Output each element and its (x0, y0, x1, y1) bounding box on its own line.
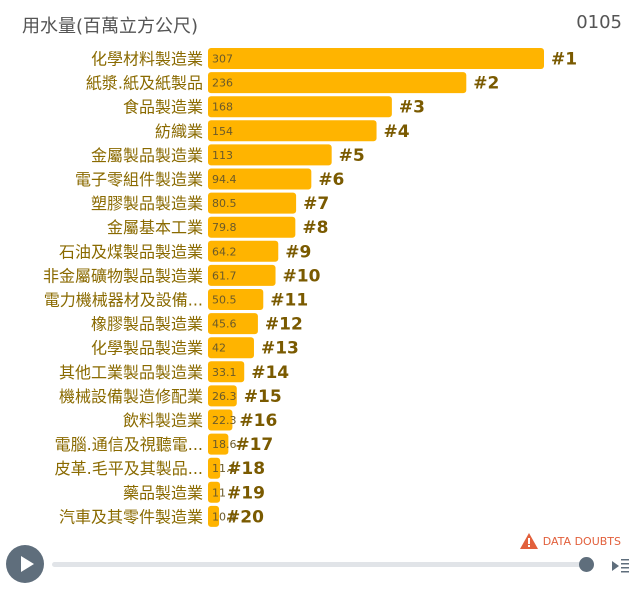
next-step-icon[interactable] (610, 555, 630, 577)
value-label: 307 (212, 53, 233, 66)
data-doubts-label: DATA DOUBTS (542, 534, 621, 548)
value-label: 80.5 (212, 197, 237, 210)
warning-icon (519, 533, 538, 549)
rank-label: #10 (283, 266, 321, 286)
category-label: 橡膠製品製造業 (91, 315, 203, 334)
value-label: 11.1 (212, 462, 237, 475)
bar (208, 313, 258, 335)
bar (208, 240, 279, 262)
bar (208, 289, 264, 310)
category-label: 紡織業 (155, 122, 203, 141)
rank-label: #6 (318, 170, 344, 190)
rank-label: #9 (285, 242, 311, 262)
bar (208, 433, 229, 455)
rank-label: #1 (551, 50, 577, 70)
value-label: 33.1 (212, 366, 237, 379)
bar (208, 361, 245, 383)
bar (208, 48, 544, 69)
value-label: 26.3 (212, 390, 237, 403)
category-label: 化學製品製造業 (91, 339, 203, 358)
value-label: 64.2 (212, 245, 237, 258)
category-label: 飲料製造業 (123, 411, 203, 430)
rank-label: #15 (244, 387, 282, 407)
value-label: 113 (212, 149, 233, 162)
value-label: 154 (212, 125, 233, 138)
category-label: 紙漿.紙及紙製品 (86, 74, 203, 93)
category-label: 化學材料製造業 (91, 50, 203, 69)
rank-label: #8 (302, 218, 328, 238)
category-label: 藥品製造業 (123, 483, 203, 502)
category-label: 電子零組件製造業 (75, 170, 203, 189)
rank-label: #2 (473, 74, 499, 94)
bar (208, 264, 276, 286)
value-label: 94.4 (212, 173, 237, 186)
value-label: 10.1 (212, 510, 237, 523)
category-label: 其他工業製品製造業 (59, 363, 203, 382)
category-label: 汽車及其零件製造業 (59, 507, 203, 526)
bar (208, 192, 297, 214)
value-label: 50.5 (212, 294, 237, 307)
category-label: 石油及煤製品製造業 (59, 242, 203, 261)
value-label: 11 (212, 486, 226, 499)
bar (208, 144, 332, 166)
value-label: 168 (212, 101, 233, 114)
value-label: 236 (212, 77, 233, 90)
value-label: 45.6 (212, 318, 237, 331)
category-label: 電腦.通信及視聽電... (55, 435, 203, 454)
bar (208, 72, 467, 94)
category-label: 塑膠製品製造業 (91, 194, 203, 213)
category-label: 皮革.毛平及其製品... (55, 459, 203, 478)
bar (208, 457, 221, 479)
value-label: 42 (212, 342, 226, 355)
bar-chart: 化學材料製造業 307 #1 紙漿.紙及紙製品 236 #2 食品製造業 168 #3 紡織業 15… (43, 48, 577, 527)
date-label: 0105 (576, 12, 622, 33)
category-label: 金屬基本工業 (107, 218, 203, 237)
rank-label: #17 (235, 435, 273, 455)
category-label: 非金屬礦物製品製造業 (43, 266, 203, 285)
rank-label: #3 (399, 98, 425, 118)
value-label: 61.7 (212, 269, 237, 282)
category-label: 金屬製品製造業 (91, 146, 203, 165)
timeline-slider-handle[interactable] (579, 557, 594, 572)
rank-label: #14 (251, 363, 289, 383)
bar (208, 385, 237, 407)
bar (208, 409, 233, 431)
rank-label: #20 (226, 507, 264, 527)
rank-label: #19 (227, 483, 265, 503)
timeline-slider[interactable] (52, 562, 588, 567)
rank-label: #4 (384, 122, 410, 142)
data-doubts-link[interactable]: DATA DOUBTS (519, 533, 621, 549)
bar (208, 505, 220, 527)
rank-label: #5 (339, 146, 365, 166)
value-label: 18.6 (212, 438, 237, 451)
value-label: 22.3 (212, 414, 237, 427)
category-label: 電力機械器材及設備... (44, 291, 203, 310)
rank-label: #11 (270, 291, 308, 311)
rank-label: #13 (261, 339, 299, 359)
category-label: 機械設備製造修配業 (59, 387, 203, 406)
rank-label: #12 (265, 315, 303, 335)
play-button[interactable] (6, 545, 44, 583)
category-label: 食品製造業 (123, 98, 203, 117)
bar (208, 96, 392, 118)
rank-label: #18 (227, 459, 265, 479)
bar (208, 120, 377, 142)
rank-label: #16 (239, 411, 277, 431)
rank-label: #7 (303, 194, 329, 214)
chart-title: 用水量(百萬立方公尺) (22, 16, 199, 37)
value-label: 79.8 (212, 221, 237, 234)
bar (208, 337, 254, 359)
bar (208, 481, 221, 503)
bar (208, 168, 312, 190)
bar (208, 216, 296, 238)
